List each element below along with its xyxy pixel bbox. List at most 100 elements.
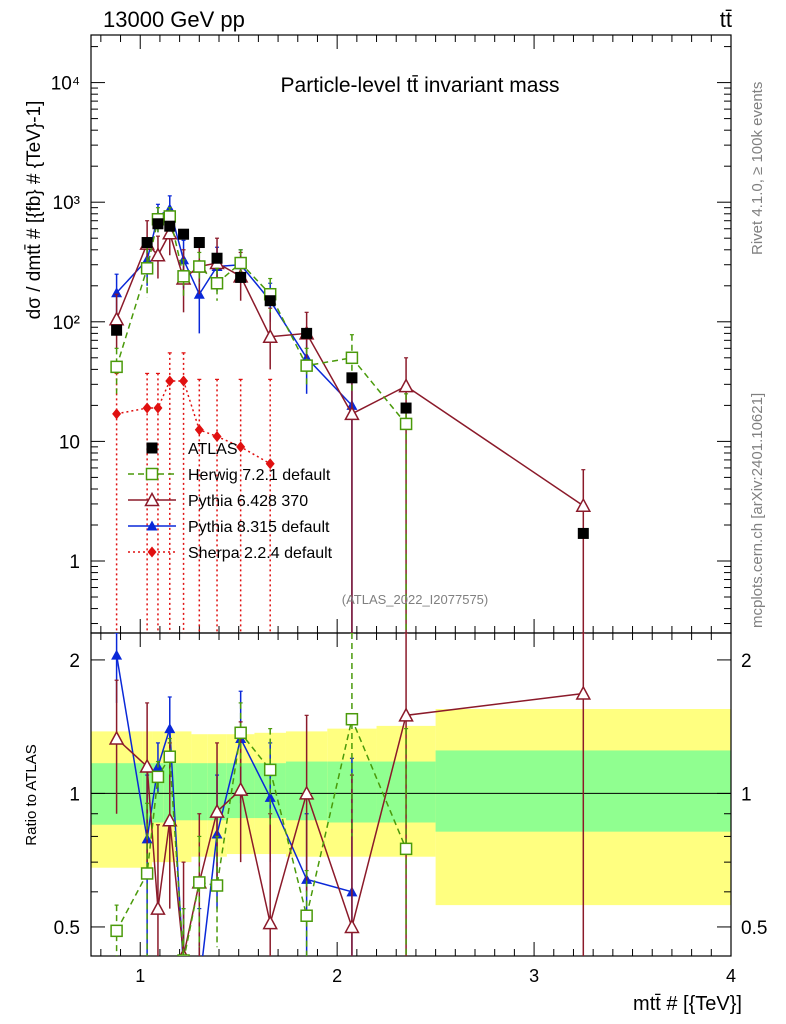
legend: ATLAS Herwig 7.2.1 default Pythia 6.428 37… [128,441,333,562]
data-point [110,924,123,938]
data-point [142,402,152,414]
ratio-tick-label-left: 1 [69,784,80,805]
legend-label: Sherpa 2.2.4 default [188,545,333,562]
data-point [345,351,359,365]
data-point [178,228,190,240]
data-point [210,879,224,892]
y-axis-title: dσ / dmtt̄ # [{fb} # {TeV}-1] [24,101,45,320]
x-tick-label: 3 [529,966,539,986]
data-point [577,527,589,539]
legend-label: Herwig 7.2.1 default [188,467,331,484]
data-point [193,260,206,273]
x-tick-label: 1 [135,966,145,986]
data-point [147,546,157,558]
data-point [178,964,189,974]
legend-label: Pythia 6.428 370 [188,493,308,510]
data-point [111,287,123,298]
x-axis-title: mtt̄ # [{TeV}] [633,993,742,1015]
ratio-plot-frame [90,632,732,957]
data-point [153,402,163,414]
series-pythia-6-428-370 [108,213,592,633]
data-point [177,954,190,956]
axis-ticks [91,35,732,956]
data-point [575,497,592,512]
data-point [398,378,414,393]
ratio-axis-title: Ratio to ATLAS [23,744,40,845]
y-tick-label: 10³ [53,193,80,214]
main-series-layer [108,195,592,633]
data-point [108,730,125,745]
data-point [194,979,205,989]
data-point [264,295,276,307]
data-point [210,277,224,290]
data-point [141,237,153,249]
band-inner-bin [175,763,192,821]
data-point [301,327,313,339]
data-point [300,359,313,372]
data-point [399,842,413,856]
y-tick-label: 10⁴ [51,74,80,95]
data-point [235,271,247,283]
axis-tick-labels: 1 2 3 4 1 10 10² 10³ 10⁴ 0.5 0.5 1 1 2 2 [51,74,768,986]
ratio-tick-label-right: 1 [741,784,752,805]
legend-label: ATLAS [188,441,238,458]
data-point [140,867,154,880]
data-point [575,685,592,700]
data-point [263,763,277,777]
series-sherpa-2-2-4-default [112,352,275,633]
ratio-tick-label-right: 2 [741,651,752,672]
data-point [265,458,275,470]
data-point [234,256,247,270]
process-label: tt̄ [720,7,732,32]
data-point [262,915,278,930]
series-atlas [111,218,589,539]
data-point [111,324,123,336]
data-point [164,220,176,232]
data-point [165,375,175,387]
data-point [179,375,189,387]
data-point [209,803,225,818]
band-inner-bin [191,763,208,821]
data-point [164,723,176,734]
data-point [236,441,246,453]
data-point [177,270,190,283]
energy-label: 13000 GeV pp [103,7,245,32]
data-point [110,360,123,374]
data-point [300,909,313,922]
data-point [398,707,414,722]
data-point [112,408,122,420]
data-point [146,520,158,531]
data-point [163,750,177,763]
data-point [151,770,165,784]
data-point [111,649,123,660]
data-point [234,726,247,740]
data-point [344,918,360,934]
data-point [211,252,223,264]
ratio-series-layer [108,633,592,989]
data-point [193,237,205,249]
ratio-tick-label-left: 0.5 [54,918,80,939]
data-point [150,900,166,915]
ratio-tick-label-left: 2 [69,651,80,672]
rivet-version-label: Rivet 4.1.0, ≥ 100k events [749,82,766,255]
series-line [115,716,407,956]
data-point [108,311,125,326]
y-tick-label: 10 [59,432,80,453]
data-point [146,442,158,454]
data-point [262,328,278,343]
data-point [140,262,154,275]
main-plot-frame [90,34,732,634]
data-point [145,467,159,481]
data-point [162,812,178,827]
y-tick-label: 10² [53,313,80,334]
y-tick-label: 1 [69,552,80,573]
data-point [346,372,358,384]
data-point [194,424,204,436]
x-tick-label: 2 [332,966,342,986]
series-line [115,655,353,956]
data-point [264,791,276,802]
series-herwig-7-2-1-default [110,633,413,956]
data-point [232,781,249,796]
legend-label: Pythia 8.315 default [188,519,330,536]
